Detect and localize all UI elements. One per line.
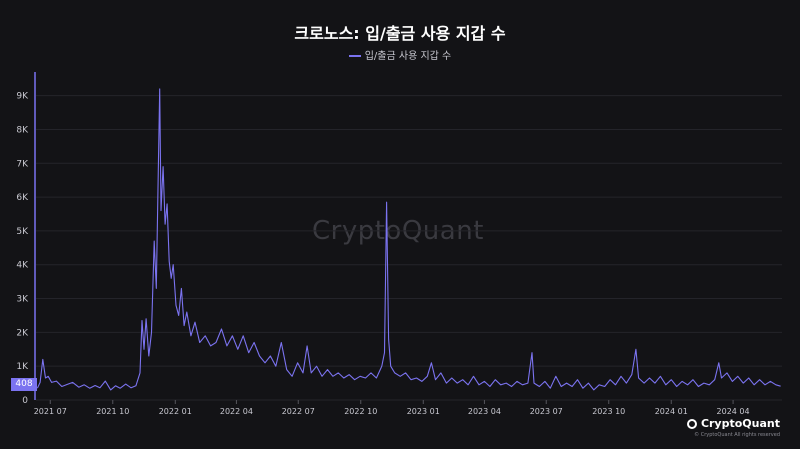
x-tick-label: 2023 04: [468, 407, 501, 416]
y-tick-label: 1K: [16, 362, 29, 372]
x-tick-label: 2023 07: [530, 407, 563, 416]
y-tick-label: 0: [22, 396, 28, 406]
legend-swatch: [348, 55, 361, 57]
y-tick-label: 8K: [16, 125, 29, 135]
y-tick-label: 7K: [16, 159, 29, 169]
y-tick-label: 6K: [16, 193, 29, 203]
y-tick-label: 4K: [16, 261, 29, 271]
grid-lines: [36, 95, 782, 401]
x-tick-label: 2023 10: [592, 407, 625, 416]
chart-legend[interactable]: 입/출금 사용 지갑 수: [0, 47, 800, 62]
brand-name: CryptoQuant: [700, 417, 780, 430]
y-tick-label: 3K: [16, 295, 29, 305]
y-tick-label: 9K: [16, 92, 29, 102]
x-tick-label: 2024 04: [717, 407, 750, 416]
x-tick-label: 2022 01: [159, 407, 192, 416]
series-line-wallets: [36, 88, 781, 391]
last-value-badge: 408: [11, 378, 37, 391]
copyright-text: © CryptoQuant All rights reserved: [694, 432, 780, 438]
chart-title: 크로노스: 입/출금 사용 지갑 수: [294, 24, 506, 43]
y-axis-ticks: 0 1K 2K 3K 4K 5K 6K 7K 8K 9K: [16, 92, 29, 406]
x-tick-label: 2021 07: [34, 407, 67, 416]
cryptoquant-logo-icon: [686, 419, 697, 429]
x-tick-label: 2022 07: [282, 407, 315, 416]
brand-logo: CryptoQuant: [686, 417, 780, 430]
legend-entry: 입/출금 사용 지갑 수: [364, 51, 452, 62]
x-tick-label: 2021 10: [96, 407, 129, 416]
x-tick-label: 2023 01: [407, 407, 440, 416]
x-tick-label: 2024 01: [655, 407, 688, 416]
x-tick-label: 2022 04: [220, 407, 253, 416]
x-tick-label: 2022 10: [344, 407, 377, 416]
x-axis-ticks: 2021 07 2021 10 2022 01 2022 04 2022 07 2022 …: [34, 400, 750, 416]
y-tick-label: 2K: [16, 328, 29, 338]
y-tick-label: 5K: [16, 227, 29, 237]
